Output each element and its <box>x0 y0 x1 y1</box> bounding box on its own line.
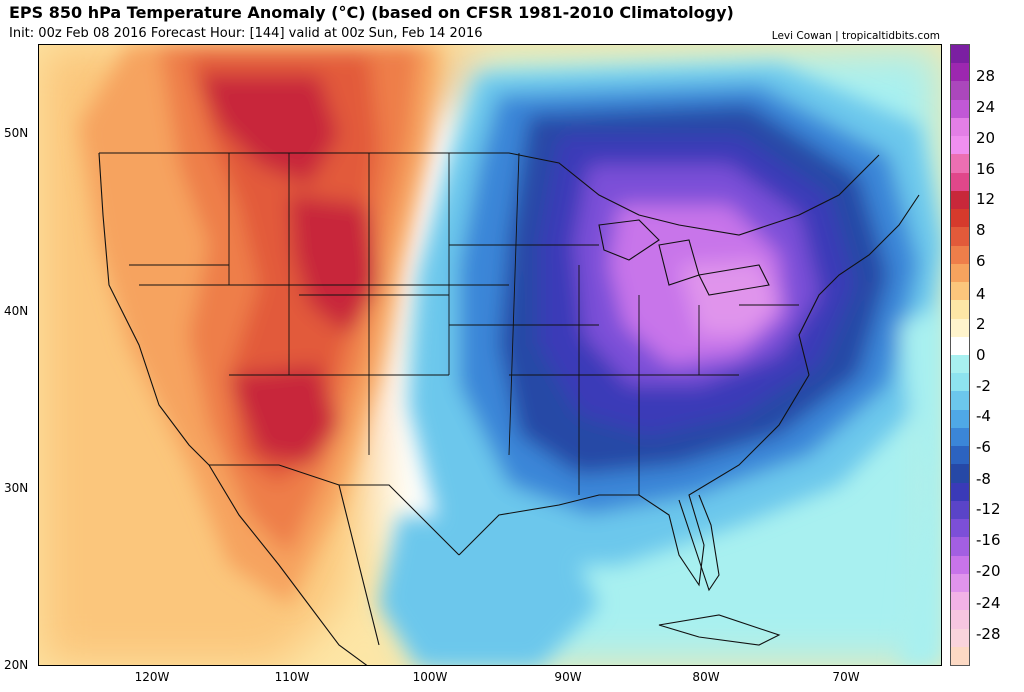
colorbar-swatch <box>951 373 969 392</box>
colorbar-tick-label: -16 <box>976 531 1001 549</box>
colorbar-tick-label: 12 <box>976 190 996 208</box>
great-lakes <box>598 219 770 296</box>
colorbar-swatch <box>951 573 969 593</box>
cold-peak-region <box>679 260 779 335</box>
colorbar-swatch <box>951 136 969 155</box>
colorbar-swatch <box>951 555 969 575</box>
cool-gulf-region <box>379 515 599 665</box>
us-mexico-border <box>209 464 460 556</box>
lon-label-80w: 80W <box>692 670 720 684</box>
colorbar-tick-label: -24 <box>976 594 1001 612</box>
colorbar-tick-label: 6 <box>976 252 986 270</box>
lat-label-30n: 30N <box>4 481 29 495</box>
colorbar-tick-label: 28 <box>976 67 996 85</box>
colorbar-swatch <box>951 117 969 137</box>
colorbar-swatch <box>951 300 969 320</box>
warm-strong-central <box>289 195 379 335</box>
colorbar-swatch <box>951 355 969 374</box>
colorbar-swatch <box>951 427 969 447</box>
colorbar-tick-label: 8 <box>976 221 986 239</box>
credit-label: Levi Cowan | tropicaltidbits.com <box>771 30 940 42</box>
colorbar-tick-label: -2 <box>976 377 991 395</box>
colorbar-tick-label: 20 <box>976 129 996 147</box>
colorbar-swatch <box>951 610 969 630</box>
colorbar-swatch <box>951 519 969 538</box>
colorbar-tick-label: -4 <box>976 407 991 425</box>
gulf-coast <box>458 374 810 587</box>
colorbar-swatch <box>951 172 969 192</box>
lat-label-50n: 50N <box>4 126 29 140</box>
interior-state-lines <box>129 152 799 495</box>
colorbar-swatch <box>951 227 969 247</box>
lat-label-20n: 20N <box>4 658 29 672</box>
mexico-coastline <box>208 464 380 665</box>
anomaly-map <box>38 44 942 666</box>
colorbar-tick-label: -28 <box>976 625 1001 643</box>
cool-pacific-edge <box>899 305 941 665</box>
lon-label-70w: 70W <box>832 670 860 684</box>
colorbar-tick-label: 24 <box>976 98 996 116</box>
colorbar-tick-label: -12 <box>976 500 1001 518</box>
colorbar-tick-label: -20 <box>976 562 1001 580</box>
colorbar-tick-label: 16 <box>976 160 996 178</box>
colorbar-swatch <box>951 500 969 520</box>
colorbar-swatch <box>951 446 969 465</box>
lon-label-90w: 90W <box>554 670 582 684</box>
colorbar-swatch <box>951 154 969 174</box>
political-boundaries <box>98 152 920 665</box>
colorbar-swatch <box>951 99 969 119</box>
colorbar-swatch <box>951 409 969 429</box>
colorbar-swatch <box>951 209 969 228</box>
colorbar-tick-label: -8 <box>976 470 991 488</box>
lat-label-40n: 40N <box>4 304 29 318</box>
chart-title: EPS 850 hPa Temperature Anomaly (°C) (ba… <box>9 3 734 22</box>
colorbar-swatch <box>951 592 969 611</box>
lon-label-100w: 100W <box>412 670 448 684</box>
colorbar-swatch <box>951 190 969 210</box>
colorbar-swatch <box>951 318 969 338</box>
colorbar-swatch <box>951 537 969 557</box>
warm-strong-southwest <box>229 365 339 465</box>
cuba-outline <box>658 614 781 646</box>
lon-label-120w: 120W <box>134 670 170 684</box>
colorbar-tick-label: 0 <box>976 346 986 364</box>
florida-peninsula <box>678 494 720 592</box>
colorbar-swatch <box>951 45 969 64</box>
colorbar-swatch <box>951 646 969 666</box>
colorbar-swatch <box>951 81 969 101</box>
east-coast <box>798 194 920 376</box>
colorbar-swatch <box>951 63 969 82</box>
colorbar-tick-label: 2 <box>976 315 986 333</box>
colorbar-tick-label: -6 <box>976 438 991 456</box>
forecast-info: Init: 00z Feb 08 2016 Forecast Hour: [14… <box>9 26 483 41</box>
anomaly-map-svg <box>39 45 941 665</box>
us-west-coast <box>98 152 210 466</box>
colorbar-swatch <box>951 263 969 283</box>
colorbar-swatch <box>951 464 969 484</box>
lon-label-110w: 110W <box>274 670 310 684</box>
colorbar-swatch <box>951 391 969 411</box>
neutral-band <box>379 105 499 605</box>
colorbar-swatch <box>951 482 969 502</box>
colorbar-swatch <box>951 628 969 648</box>
us-canada-border <box>99 152 880 236</box>
colorbar-swatch <box>951 282 969 301</box>
colorbar-tick-label: 4 <box>976 285 986 303</box>
colorbar-swatch <box>951 245 969 265</box>
colorbar-swatch <box>951 336 969 356</box>
colorbar <box>950 44 970 666</box>
warm-strong-north <box>199 75 339 185</box>
